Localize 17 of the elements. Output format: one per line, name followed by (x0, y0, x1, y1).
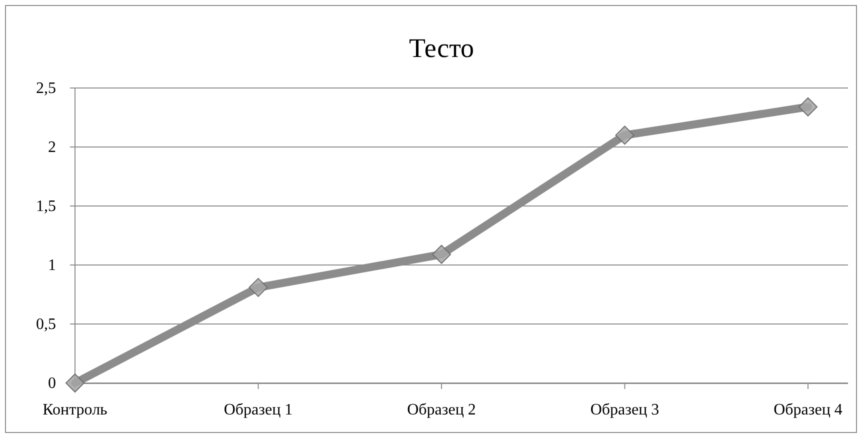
point (248, 278, 268, 297)
point (615, 126, 634, 145)
point (798, 97, 818, 116)
y-tick-label: 1,5 (36, 198, 56, 216)
x-tick-label: Образец 4 (774, 401, 842, 418)
y-tick-label: 2,5 (36, 80, 56, 98)
y-tick-label: 0,5 (36, 316, 56, 334)
y-tick-label: 2 (48, 139, 56, 156)
chart-title: Тесто (408, 33, 474, 63)
point (432, 244, 451, 264)
point (66, 374, 84, 392)
y-tick-label: 0 (48, 375, 56, 392)
x-tick-label: Образец 2 (407, 401, 476, 418)
y-tick-label: 1 (48, 257, 56, 274)
x-tick-label: Образец 1 (224, 401, 293, 418)
x-tick-label: Контроль (42, 401, 108, 418)
x-tick-label: Образец 3 (590, 401, 660, 418)
